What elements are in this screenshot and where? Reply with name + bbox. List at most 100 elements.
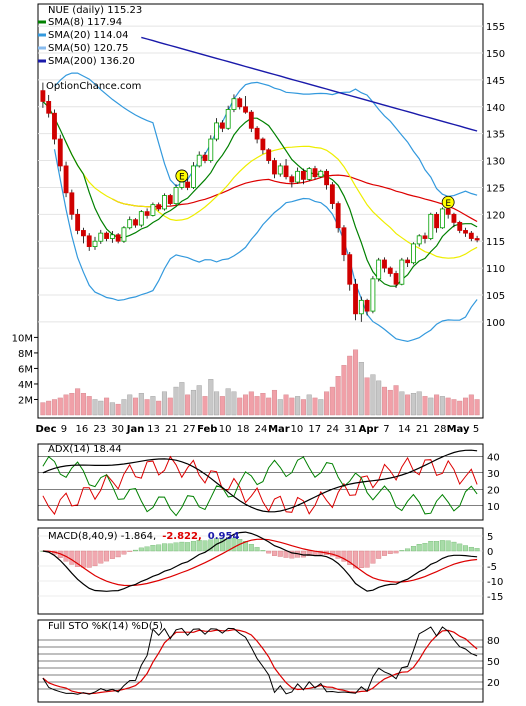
volume-bars bbox=[40, 349, 480, 416]
candle-body bbox=[225, 109, 231, 129]
indicator-tick-label: 0 bbox=[487, 547, 493, 558]
macd-histogram-bar bbox=[219, 538, 225, 552]
candle-body bbox=[312, 168, 318, 178]
volume-bar bbox=[312, 397, 318, 416]
volume-bar bbox=[133, 397, 139, 416]
macd-panel: 5 0 -5 -10 -15 MACD(8,40,9) -1.864, -2.822, 0.… bbox=[37, 527, 503, 615]
volume-bar bbox=[306, 394, 312, 416]
adx-axis: 40 30 20 10 bbox=[487, 452, 500, 513]
sma50-line bbox=[112, 174, 478, 223]
date-tick-label: 31 bbox=[344, 424, 357, 435]
candle-body bbox=[243, 106, 248, 113]
volume-bar bbox=[393, 385, 399, 416]
volume-bar bbox=[237, 397, 243, 416]
macd-histogram-bar bbox=[196, 540, 202, 552]
macd-histogram-bar bbox=[150, 545, 156, 552]
volume-bar bbox=[463, 397, 469, 416]
macd-histogram-bar bbox=[347, 550, 353, 565]
volume-tick-label: 10M bbox=[12, 333, 33, 344]
macd-histogram-bar bbox=[231, 537, 237, 552]
macd-histogram-bar bbox=[156, 544, 162, 552]
candle-body bbox=[202, 154, 208, 161]
sma20-line bbox=[65, 142, 478, 259]
candle-body bbox=[428, 213, 434, 239]
volume-bar bbox=[457, 400, 463, 416]
candle-body bbox=[63, 165, 69, 194]
date-tick-label: 21 bbox=[165, 424, 178, 435]
sto-axis: 80 50 20 bbox=[487, 636, 500, 689]
legend-item-label: SMA(50) 120.75 bbox=[48, 43, 129, 54]
candle-body bbox=[283, 165, 289, 178]
date-tick-label: 13 bbox=[147, 424, 160, 435]
volume-bar bbox=[364, 377, 370, 416]
volume-bar bbox=[353, 349, 359, 416]
volume-bar bbox=[329, 386, 335, 416]
adx-lines bbox=[42, 449, 478, 517]
volume-bar bbox=[196, 385, 202, 416]
indicator-tick-label: 30 bbox=[487, 469, 500, 480]
volume-bar bbox=[161, 391, 167, 416]
volume-tick-label: 6M bbox=[18, 364, 33, 375]
sma200-line bbox=[141, 36, 478, 132]
volume-bar bbox=[167, 397, 173, 416]
macd-histogram-bar bbox=[144, 546, 150, 552]
volume-bar bbox=[51, 399, 57, 416]
macd-histogram-bar bbox=[353, 550, 358, 569]
candle-body bbox=[162, 195, 167, 210]
macd-histogram-bar bbox=[127, 550, 133, 552]
volume-bar bbox=[248, 391, 254, 416]
volume-bar bbox=[439, 396, 445, 416]
candle-body bbox=[208, 138, 214, 161]
candle-body bbox=[179, 181, 185, 188]
volume-bar bbox=[150, 396, 156, 416]
indicator-tick-label: 40 bbox=[487, 452, 500, 463]
price-panel: 155 150 145 140 135 130 125 120 115 110 105 100 10M… bbox=[12, 3, 505, 419]
sto-label: Full STO %K(14) %D(5) bbox=[48, 621, 163, 632]
macd-histogram-bar bbox=[121, 550, 127, 555]
volume-bar bbox=[295, 396, 301, 416]
macd-histogram-bar bbox=[69, 550, 75, 565]
volume-bar bbox=[335, 376, 341, 416]
candle-body bbox=[353, 283, 358, 315]
watermark-text: OptionChance.com bbox=[46, 81, 141, 92]
macd-histogram-bar bbox=[474, 548, 480, 552]
candle-body bbox=[463, 230, 468, 234]
candle-body bbox=[254, 127, 260, 140]
macd-histogram bbox=[38, 535, 483, 597]
candle-body bbox=[40, 90, 46, 102]
price-tick-label: 125 bbox=[486, 183, 505, 194]
macd-histogram-bar bbox=[202, 540, 208, 552]
volume-bar bbox=[405, 394, 411, 416]
volume-bar bbox=[451, 399, 457, 416]
volume-bar bbox=[214, 391, 220, 416]
date-tick-label: 9 bbox=[61, 424, 67, 435]
volume-bar bbox=[57, 397, 63, 416]
stochastic-panel: 80 50 20 Full STO %K(14) %D(5) bbox=[37, 619, 500, 703]
macd-histogram-bar bbox=[260, 550, 266, 552]
macd-histogram-bar bbox=[387, 550, 393, 554]
macd-histogram-bar bbox=[457, 543, 463, 552]
earnings-markers: EE bbox=[175, 169, 455, 209]
volume-bar bbox=[341, 365, 347, 416]
adx-grid bbox=[38, 455, 483, 507]
candle-body bbox=[434, 213, 440, 229]
date-tick-label: 5 bbox=[473, 424, 479, 435]
date-tick-label: 18 bbox=[237, 424, 250, 435]
candle-body bbox=[324, 170, 330, 186]
macd-histogram-bar bbox=[115, 550, 121, 558]
earnings-marker bbox=[441, 195, 455, 209]
volume-bar bbox=[75, 388, 81, 416]
volume-bar bbox=[208, 379, 214, 416]
candle-body bbox=[52, 112, 57, 140]
volume-bar bbox=[202, 396, 208, 416]
candle-body bbox=[289, 176, 295, 183]
indicator-tick-label: 20 bbox=[487, 678, 500, 689]
price-tick-label: 140 bbox=[486, 103, 505, 114]
date-axis: Dec 9 16 23 30 Jan 13 21 27 Feb 10 18 24 Mar 10 17 24 31 A… bbox=[35, 424, 479, 435]
candle-body bbox=[214, 122, 220, 140]
legend-item-label: SMA(20) 114.04 bbox=[48, 30, 129, 41]
candle-body bbox=[231, 98, 237, 110]
volume-bar bbox=[358, 362, 364, 416]
volume-bar bbox=[179, 382, 185, 416]
